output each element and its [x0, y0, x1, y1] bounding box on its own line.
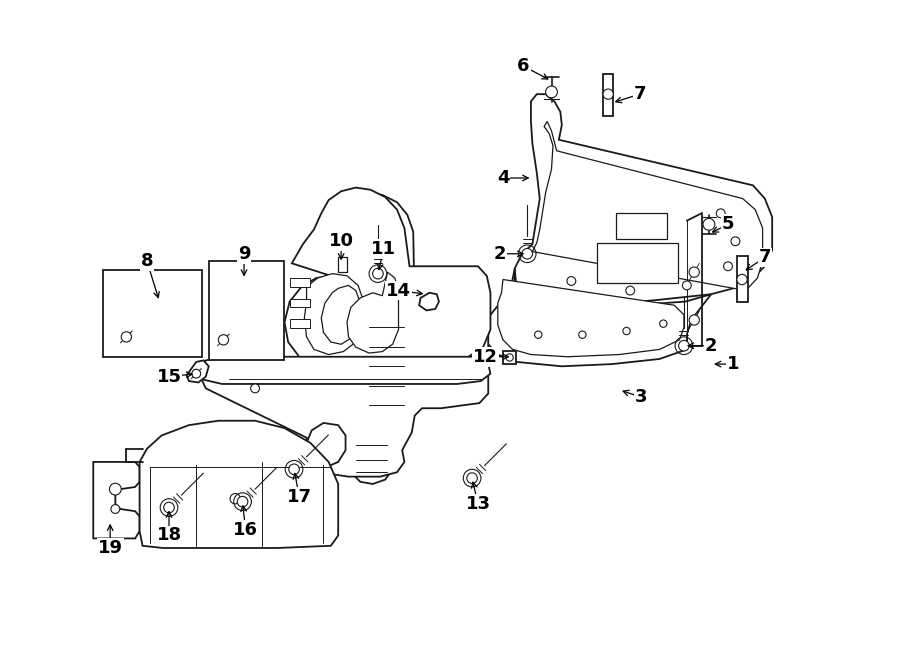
Polygon shape	[603, 73, 613, 117]
Circle shape	[230, 494, 240, 504]
Text: 12: 12	[472, 348, 498, 365]
Circle shape	[737, 274, 747, 285]
Text: 2: 2	[494, 245, 507, 263]
Circle shape	[716, 209, 725, 218]
Circle shape	[535, 331, 542, 338]
Text: 10: 10	[328, 232, 354, 250]
Circle shape	[731, 237, 740, 246]
Circle shape	[164, 502, 175, 513]
Polygon shape	[140, 421, 338, 548]
Bar	[209, 261, 284, 360]
Polygon shape	[196, 357, 491, 384]
Text: 4: 4	[497, 169, 509, 187]
Polygon shape	[487, 269, 711, 366]
Text: 9: 9	[238, 245, 250, 263]
Polygon shape	[118, 279, 179, 350]
Text: 3: 3	[635, 388, 647, 406]
Polygon shape	[533, 121, 762, 291]
Circle shape	[289, 464, 300, 475]
Text: 18: 18	[157, 526, 182, 544]
Text: 1: 1	[727, 355, 740, 373]
Polygon shape	[202, 369, 488, 477]
Bar	[616, 213, 667, 239]
Circle shape	[373, 268, 383, 279]
Text: 19: 19	[98, 539, 122, 557]
Polygon shape	[347, 272, 399, 353]
Text: 5: 5	[722, 215, 734, 233]
Circle shape	[545, 86, 557, 98]
Polygon shape	[419, 293, 439, 310]
Text: 16: 16	[233, 520, 258, 539]
Circle shape	[689, 267, 699, 277]
Polygon shape	[186, 360, 209, 383]
Polygon shape	[515, 94, 772, 305]
Bar	[290, 278, 310, 287]
Text: 8: 8	[140, 252, 153, 270]
Text: 11: 11	[372, 240, 396, 258]
Circle shape	[122, 332, 131, 342]
Polygon shape	[348, 425, 392, 484]
Circle shape	[522, 248, 533, 259]
Polygon shape	[220, 265, 257, 344]
Bar	[503, 351, 517, 364]
Text: 17: 17	[287, 487, 311, 506]
Polygon shape	[331, 205, 399, 298]
Bar	[290, 319, 310, 328]
Circle shape	[219, 335, 229, 345]
Circle shape	[579, 331, 586, 338]
Text: 13: 13	[465, 495, 491, 513]
Circle shape	[238, 496, 248, 507]
Bar	[338, 258, 347, 272]
Circle shape	[623, 327, 630, 335]
Polygon shape	[498, 279, 684, 357]
Circle shape	[679, 340, 689, 351]
Text: 14: 14	[386, 281, 411, 299]
Circle shape	[603, 89, 613, 99]
Polygon shape	[284, 187, 490, 425]
Polygon shape	[94, 462, 140, 538]
Circle shape	[703, 218, 715, 230]
Circle shape	[689, 315, 699, 325]
Polygon shape	[299, 193, 488, 368]
Circle shape	[111, 504, 120, 514]
Polygon shape	[737, 256, 748, 302]
Circle shape	[506, 354, 513, 361]
Circle shape	[467, 473, 477, 483]
Text: 6: 6	[518, 57, 530, 75]
Circle shape	[110, 483, 122, 495]
Text: 7: 7	[634, 85, 646, 103]
Bar	[103, 270, 202, 357]
Text: 2: 2	[705, 337, 717, 355]
Circle shape	[626, 286, 634, 295]
Circle shape	[724, 262, 733, 271]
Text: 15: 15	[157, 367, 182, 385]
Circle shape	[192, 369, 201, 378]
Polygon shape	[304, 273, 364, 355]
Circle shape	[567, 277, 576, 285]
Circle shape	[251, 384, 259, 393]
Polygon shape	[321, 285, 360, 344]
Bar	[290, 299, 310, 307]
Bar	[597, 243, 678, 283]
Circle shape	[660, 320, 667, 327]
Circle shape	[682, 281, 691, 290]
Text: 7: 7	[759, 248, 771, 266]
